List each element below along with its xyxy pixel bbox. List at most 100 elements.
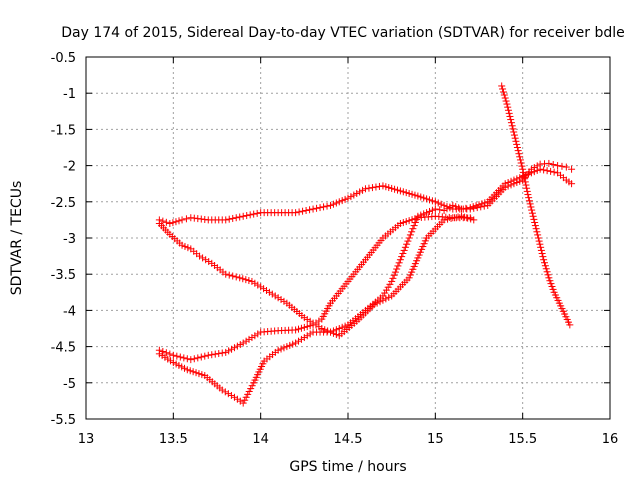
data-point (222, 216, 230, 224)
series-arc-3 (155, 212, 474, 364)
data-point (341, 322, 349, 330)
data-point (239, 275, 247, 283)
data-point (399, 250, 407, 258)
data-point (250, 210, 258, 218)
data-point (502, 97, 510, 105)
data-point (414, 212, 422, 220)
data-point (521, 175, 529, 183)
data-point (411, 191, 419, 199)
data-point (229, 272, 237, 280)
y-tick-label: -3.5 (51, 268, 76, 283)
data-point (512, 137, 520, 145)
data-point (265, 288, 273, 296)
data-point (189, 368, 197, 376)
data-point (389, 274, 397, 282)
data-point (466, 214, 474, 222)
data-point (415, 251, 423, 259)
data-point (379, 292, 387, 300)
data-point (478, 200, 486, 208)
data-point (436, 206, 444, 214)
data-point (215, 350, 223, 358)
data-point (257, 283, 265, 291)
y-tick-label: -2.5 (51, 196, 76, 211)
data-point (401, 243, 409, 251)
data-point (280, 297, 288, 305)
data-point (437, 200, 445, 208)
data-point (472, 202, 480, 210)
data-point (501, 180, 509, 188)
data-point (535, 237, 543, 245)
data-point (458, 205, 466, 213)
data-point (510, 176, 518, 184)
data-point (531, 222, 539, 230)
data-point (540, 166, 548, 174)
data-point (549, 161, 557, 169)
data-point (507, 119, 515, 127)
data-point (399, 188, 407, 196)
data-point (542, 265, 550, 273)
data-point (454, 213, 462, 221)
data-point (543, 167, 551, 175)
data-point (505, 109, 513, 117)
data-point (452, 203, 460, 211)
data-point (169, 351, 177, 359)
data-point (528, 206, 536, 214)
data-point (388, 277, 396, 285)
data-point (524, 170, 532, 178)
data-point (549, 285, 557, 293)
data-point (508, 122, 516, 130)
data-point (414, 254, 422, 262)
data-point (303, 323, 311, 331)
y-tick-label: -4.5 (51, 341, 76, 356)
data-point (236, 213, 244, 221)
data-point (554, 162, 562, 170)
data-point (428, 197, 436, 205)
data-point (519, 168, 527, 176)
data-point (385, 184, 393, 192)
data-point (405, 274, 413, 282)
data-point (396, 256, 404, 264)
data-point (405, 189, 413, 197)
data-point (277, 345, 285, 353)
data-point (388, 184, 396, 192)
data-point (176, 353, 184, 361)
data-point (402, 189, 410, 197)
data-point (423, 195, 431, 203)
data-point (318, 325, 326, 332)
data-point (372, 183, 380, 191)
plot-frame (85, 56, 611, 420)
ticks: 13 13.5 14 14.5 15 15.5 16 -0.5 -1 -1.5 -2 -2.5 -3 -3… (51, 51, 619, 447)
data-point (173, 352, 181, 360)
data-point (199, 254, 207, 262)
data-point (306, 330, 314, 338)
data-point (394, 262, 402, 270)
data-point (393, 265, 401, 273)
data-point (547, 167, 555, 175)
data-point (568, 180, 576, 188)
data-point (239, 339, 247, 347)
data-point (178, 216, 186, 224)
y-tick-label: -5 (63, 377, 76, 392)
series-arc-2 (155, 212, 478, 340)
data-point (503, 100, 511, 108)
data-point (245, 387, 253, 395)
data-point (248, 334, 256, 342)
data-point (166, 350, 174, 358)
data-point (205, 258, 213, 266)
data-point (516, 153, 524, 161)
data-point (289, 340, 297, 348)
data-point (447, 214, 455, 222)
data-point (413, 257, 421, 265)
data-point (327, 328, 335, 336)
x-axis-label: GPS time / hours (289, 459, 406, 475)
data-point (516, 156, 524, 164)
data-point (518, 162, 526, 170)
data-point (523, 184, 531, 192)
data-point (405, 217, 413, 225)
data-point (458, 212, 466, 220)
data-point (523, 187, 531, 195)
data-point (513, 175, 521, 183)
data-point (183, 366, 191, 374)
chart-title: Day 174 of 2015, Sidereal Day-to-day VTE… (61, 25, 625, 41)
data-point (356, 188, 364, 196)
